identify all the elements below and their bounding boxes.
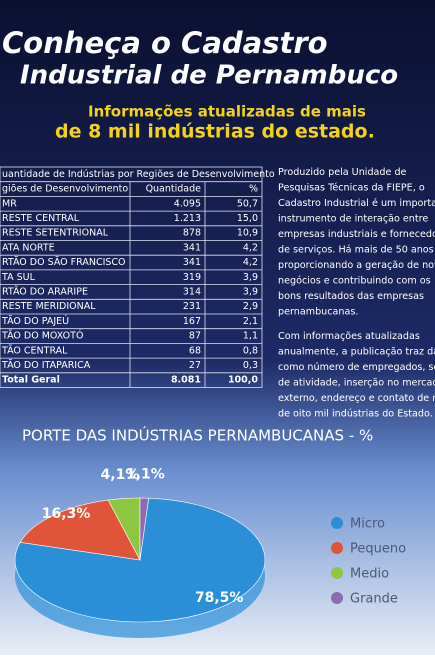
table-cell: RESTE SETENTRIONAL bbox=[2, 228, 109, 239]
paragraph-line: instrumento de interação entre bbox=[278, 214, 428, 225]
table-cell: 2,1 bbox=[243, 316, 258, 327]
paragraph-line: externo, endereço e contato de mais bbox=[278, 393, 435, 404]
table-cell: 0,8 bbox=[243, 345, 258, 356]
table-cell: 341 bbox=[183, 242, 201, 253]
legend-label: Grande bbox=[350, 592, 398, 607]
table-cell: 0,3 bbox=[243, 360, 258, 371]
table-cell: RESTE MERIDIONAL bbox=[2, 301, 96, 312]
table-cell: 15,0 bbox=[237, 213, 258, 224]
table-cell: 27 bbox=[189, 360, 201, 371]
table-cell: TÃO DO MOXOTÓ bbox=[1, 330, 83, 342]
table-cell: 8.081 bbox=[171, 375, 201, 386]
table-cell: 1,1 bbox=[243, 331, 258, 342]
table-cell: 3,9 bbox=[243, 286, 258, 297]
paragraph-line: Cadastro Industrial é um importante bbox=[278, 197, 435, 209]
legend-swatch bbox=[331, 592, 343, 604]
table-cell: 4,2 bbox=[243, 242, 258, 253]
subtitle-line: de 8 mil indústrias do estado. bbox=[55, 121, 375, 143]
table-cell: 4.095 bbox=[174, 198, 201, 209]
table-cell: 319 bbox=[183, 272, 201, 283]
paragraph-line: Com informações atualizadas bbox=[278, 331, 420, 342]
paragraph-line: anualmente, a publicação traz dados bbox=[278, 347, 435, 358]
table-cell: 68 bbox=[189, 345, 201, 356]
table-cell: TÃO DO PAJEÚ bbox=[1, 315, 69, 327]
table-cell: 4,2 bbox=[243, 257, 258, 268]
table-header: % bbox=[249, 184, 258, 195]
table-cell: TA SUL bbox=[1, 272, 36, 283]
legend-swatch bbox=[331, 567, 343, 579]
table-header: giões de Desenvolvimento bbox=[2, 184, 128, 195]
table-header: Quantidade bbox=[146, 184, 202, 195]
table-cell: 1.213 bbox=[174, 213, 201, 224]
table-cell: TÃO DO ITAPARICA bbox=[1, 360, 91, 371]
paragraph-line: como número de empregados, setor bbox=[278, 361, 435, 373]
table-cell: RESTE CENTRAL bbox=[2, 213, 80, 224]
table-cell: 3,9 bbox=[243, 272, 258, 283]
legend-label: Medio bbox=[350, 567, 389, 582]
table-cell: 100,0 bbox=[228, 375, 258, 386]
paragraph-line: negócios e contribuindo com os bbox=[278, 275, 431, 287]
legend-label: Micro bbox=[350, 517, 385, 532]
table-cell: MR bbox=[2, 198, 17, 209]
paragraph-line: de oito mil indústrias do Estado. bbox=[278, 408, 433, 420]
pie-slice bbox=[19, 499, 141, 561]
title-line: Conheça o Cadastro bbox=[2, 26, 328, 60]
value-label: 16,3% bbox=[42, 506, 91, 522]
table-cell: RTÃO DO ARARIPE bbox=[2, 286, 88, 297]
subtitle-line: Informações atualizadas de mais bbox=[88, 103, 366, 121]
table-cell: 341 bbox=[183, 257, 201, 268]
legend-label: Pequeno bbox=[350, 542, 406, 557]
table-cell: 878 bbox=[183, 228, 201, 239]
paragraph-line: empresas industriais e fornecedores bbox=[278, 229, 435, 240]
table-cell: RTÃO DO SÃO FRANCISCO bbox=[2, 257, 126, 268]
paragraph-line: bons resultados das empresas bbox=[278, 291, 424, 302]
table-cell: Total Geral bbox=[2, 375, 60, 386]
table-cell: TÃO CENTRAL bbox=[1, 345, 68, 356]
paragraph-line: pernambucanas. bbox=[278, 307, 358, 318]
table-frame bbox=[0, 166, 263, 388]
table-title: uantidade de Indústrias por Regiões de D… bbox=[2, 169, 275, 180]
paragraph-line: Pesquisas Técnicas da FIEPE, o bbox=[278, 182, 425, 194]
paragraph-line: proporcionando a geração de novos bbox=[278, 260, 435, 271]
table-cell: 167 bbox=[183, 316, 201, 327]
title-line: Industrial de Pernambuco bbox=[20, 61, 398, 91]
paragraph-line: de serviços. Há mais de 50 anos vem bbox=[278, 244, 435, 256]
table-cell: 50,7 bbox=[237, 198, 258, 209]
paragraph-line: de atividade, inserção no mercado bbox=[278, 378, 435, 389]
legend-swatch bbox=[331, 517, 343, 529]
table-cell: 2,9 bbox=[243, 301, 258, 312]
chart-title: PORTE DAS INDÚSTRIAS PERNAMBUCANAS - % bbox=[22, 426, 373, 445]
value-label: 78,5% bbox=[195, 590, 244, 606]
value-label: 1,1% bbox=[126, 467, 165, 483]
pie-slice bbox=[139, 497, 149, 561]
table-cell: ATA NORTE bbox=[2, 242, 55, 253]
table-cell: 87 bbox=[189, 331, 201, 342]
value-label: 4,1% bbox=[101, 467, 140, 483]
table-cell: 231 bbox=[183, 301, 201, 312]
table-cell: 314 bbox=[183, 286, 201, 297]
paragraph-line: Produzido pela Unidade de bbox=[278, 167, 407, 178]
legend-swatch bbox=[331, 542, 343, 554]
table-cell: 10,9 bbox=[237, 228, 258, 239]
